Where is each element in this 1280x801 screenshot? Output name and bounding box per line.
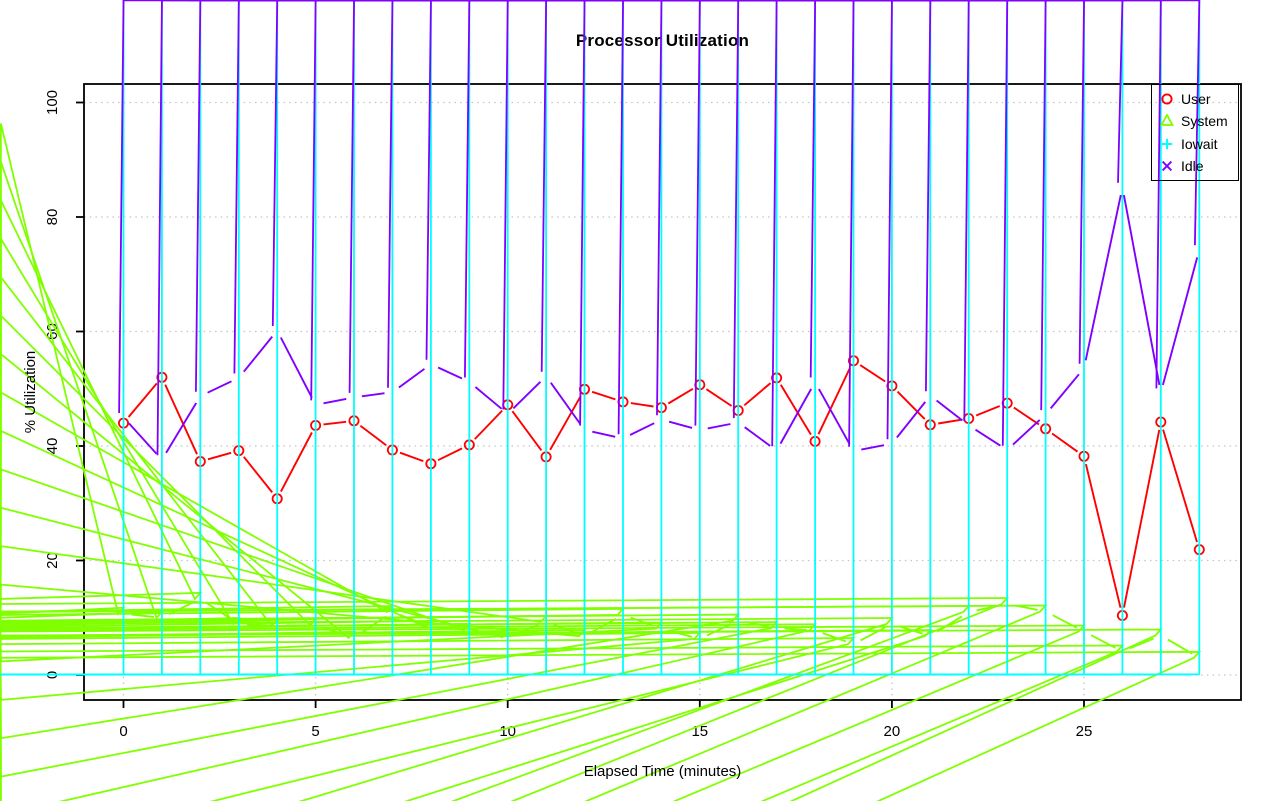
legend-label: Iowait (1181, 135, 1218, 152)
x-tick-label: 20 (884, 723, 901, 740)
legend-label: System (1181, 113, 1228, 130)
legend-item-user: User (1160, 89, 1238, 109)
x-tick-label: 25 (1076, 723, 1093, 740)
user-marker-icon (1161, 93, 1173, 105)
chart-title: Processor Utilization (575, 31, 750, 50)
iowait-marker-icon (1161, 138, 1173, 149)
idle-marker-icon (1161, 160, 1173, 171)
legend: User System Iowait Idle (1151, 84, 1239, 181)
y-axis-title: % Utilization (22, 350, 39, 434)
plot-frame (83, 83, 1242, 701)
legend-item-iowait: Iowait (1160, 134, 1238, 154)
series-iowait (0, 0, 1201, 676)
legend-label: User (1181, 91, 1211, 108)
legend-item-system: System (1160, 111, 1238, 131)
x-tick-label: 5 (311, 723, 319, 740)
system-marker-icon (1160, 114, 1174, 127)
legend-label: Idle (1181, 157, 1204, 174)
y-tick-label: 100 (44, 90, 61, 115)
y-tick-label: 20 (44, 552, 61, 569)
series-system (0, 123, 1202, 801)
y-tick-label: 40 (44, 438, 61, 455)
legend-item-idle: Idle (1160, 156, 1238, 176)
x-axis-title: Elapsed Time (minutes) (583, 763, 742, 780)
x-tick-label: 0 (119, 723, 127, 740)
y-tick-label: 80 (44, 209, 61, 226)
series-idle (119, 0, 1199, 459)
